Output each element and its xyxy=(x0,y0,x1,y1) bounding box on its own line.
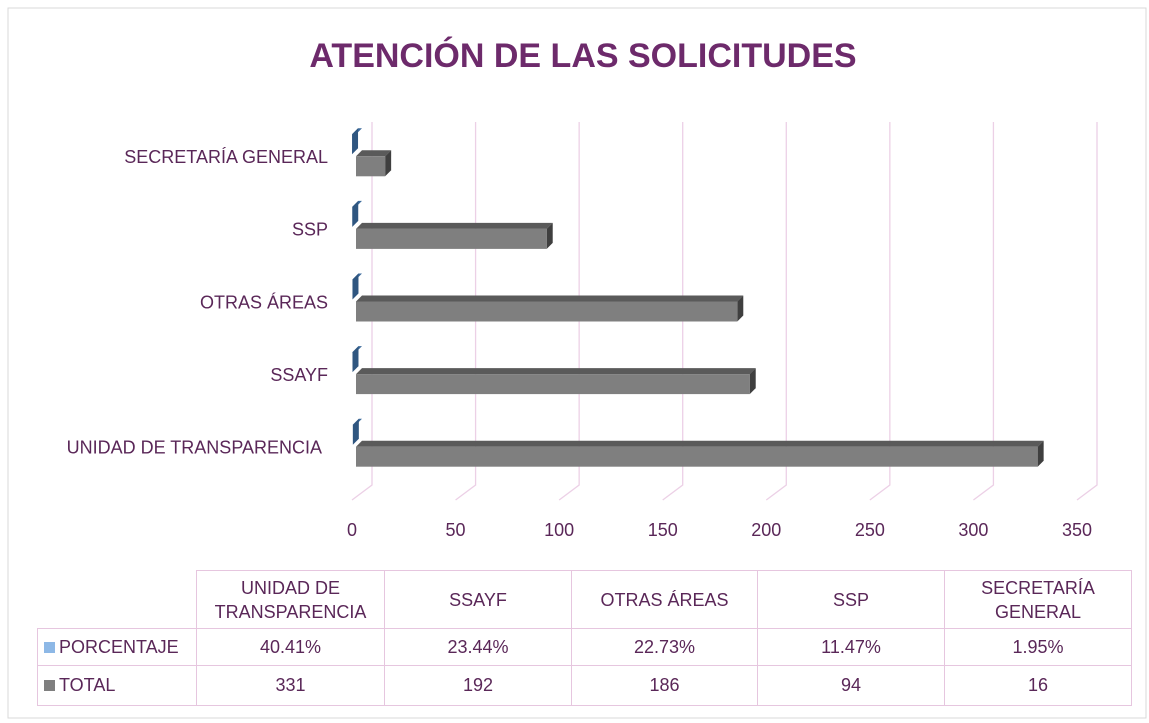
table-cell: 11.47% xyxy=(757,628,945,666)
bar-top xyxy=(356,368,756,375)
bar-side xyxy=(352,418,359,445)
x-tick-label: 250 xyxy=(855,520,885,540)
chart-title: ATENCIÓN DE LAS SOLICITUDES xyxy=(309,37,856,75)
legend-label: TOTAL xyxy=(59,675,116,695)
x-tick-label: 150 xyxy=(648,520,678,540)
bar-side xyxy=(352,346,359,373)
table-cell: 192 xyxy=(384,665,572,706)
grid-line xyxy=(765,122,787,501)
bar-side xyxy=(385,150,392,177)
grid-line xyxy=(973,122,995,501)
table-cell: 22.73% xyxy=(571,628,758,666)
bar-top xyxy=(356,222,553,229)
table-header-cell: OTRAS ÁREAS xyxy=(571,570,758,629)
chart-border xyxy=(7,7,1147,719)
table-header-cell: UNIDAD DE TRANSPARENCIA xyxy=(196,570,385,629)
bar-side xyxy=(352,128,359,155)
grid-line xyxy=(558,122,580,501)
table-corner xyxy=(38,571,197,629)
table-header-row: UNIDAD DE TRANSPARENCIA SSAYF OTRAS ÁREAS S… xyxy=(38,570,1132,629)
grid-line xyxy=(869,122,891,501)
bar xyxy=(356,374,750,395)
table-row: PORCENTAJE 40.41% 23.44% 22.73% 11.47% 1.95% xyxy=(37,628,1132,666)
bar xyxy=(356,156,386,177)
bar-side xyxy=(749,368,756,395)
table-cell: 331 xyxy=(196,665,385,706)
legend-label: PORCENTAJE xyxy=(59,636,179,657)
x-tick-label: 0 xyxy=(347,520,357,540)
x-tick-label: 350 xyxy=(1062,520,1092,540)
bar xyxy=(356,228,547,249)
grid-line xyxy=(662,122,684,501)
bar-side xyxy=(546,222,553,249)
bar xyxy=(356,446,1038,467)
bar-side xyxy=(352,200,359,227)
bar-side xyxy=(352,273,359,300)
grid-line xyxy=(1076,122,1098,501)
x-tick-label: 100 xyxy=(544,520,574,540)
x-tick-label: 300 xyxy=(958,520,988,540)
bar-top xyxy=(356,440,1044,447)
category-label: OTRAS ÁREAS xyxy=(200,292,328,312)
table-cell: 23.44% xyxy=(384,628,572,666)
table-header-cell: SECRETARÍA GENERAL xyxy=(944,570,1132,629)
table-row: TOTAL 331 192 186 94 16 xyxy=(37,665,1132,706)
category-label: SSP xyxy=(292,220,328,240)
table-cell: 16 xyxy=(944,665,1132,706)
table-header-cell: SSP xyxy=(757,570,945,629)
table-cell: 40.41% xyxy=(196,628,385,666)
table-header-cell: SSAYF xyxy=(384,570,572,629)
legend-swatch xyxy=(44,680,55,691)
category-label: SSAYF xyxy=(270,365,328,385)
x-tick-label: 50 xyxy=(446,520,466,540)
data-table: UNIDAD DE TRANSPARENCIA SSAYF OTRAS ÁREAS S… xyxy=(37,570,1132,706)
x-tick-label: 200 xyxy=(751,520,781,540)
table-cell: 186 xyxy=(571,665,758,706)
bar-top xyxy=(356,295,744,302)
legend-entry: PORCENTAJE xyxy=(37,628,197,666)
bar xyxy=(356,301,738,322)
bar-top xyxy=(356,150,392,157)
table-cell: 1.95% xyxy=(944,628,1132,666)
legend-swatch xyxy=(44,641,55,653)
legend-entry: TOTAL xyxy=(37,665,197,706)
bar-side xyxy=(1037,440,1044,467)
table-cell: 94 xyxy=(757,665,945,706)
category-label: UNIDAD DE TRANSPARENCIA xyxy=(67,437,322,457)
category-label: SECRETARÍA GENERAL xyxy=(124,147,328,167)
bar-side xyxy=(737,295,744,322)
